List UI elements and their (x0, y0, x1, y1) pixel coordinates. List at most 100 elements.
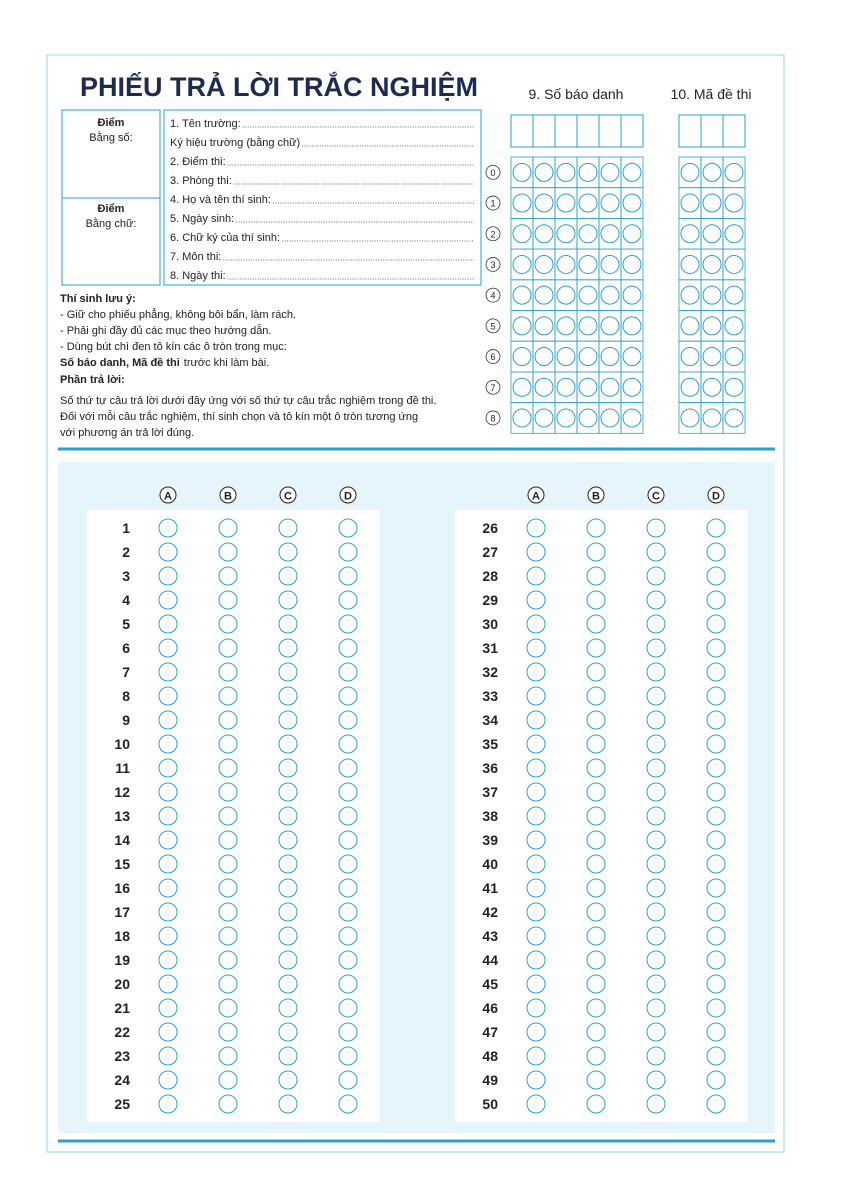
answer-bubble (338, 542, 358, 562)
bubble (724, 347, 744, 367)
answer-bubble (526, 518, 546, 538)
answer-bubble (218, 950, 238, 970)
answer-bubble (218, 1046, 238, 1066)
answer-bubble (646, 926, 666, 946)
answer-bubble (646, 950, 666, 970)
bubble (556, 162, 576, 182)
answer-bubble (158, 926, 178, 946)
answer-bubble (706, 734, 726, 754)
answer-bubble (586, 566, 606, 586)
question-number: 22 (114, 1024, 130, 1040)
question-number: 15 (114, 856, 130, 872)
bubble (534, 347, 554, 367)
bubble (578, 193, 598, 213)
answer-bubble (338, 974, 358, 994)
answer-bubble (278, 638, 298, 658)
bubble (622, 224, 642, 244)
option-marker (159, 486, 177, 504)
write-box (510, 114, 534, 148)
answer-bubble (338, 590, 358, 610)
digit-marker (485, 349, 501, 364)
question-number: 16 (114, 880, 130, 896)
answer-bubble (278, 590, 298, 610)
answer-bubble (646, 662, 666, 682)
question-number: 7 (122, 664, 130, 680)
bubble (578, 377, 598, 397)
answer-bubble (218, 998, 238, 1018)
bubble (556, 224, 576, 244)
answer-bubble (586, 638, 606, 658)
option-marker (527, 486, 545, 504)
bubble (724, 224, 744, 244)
question-number: 37 (482, 784, 498, 800)
question-number: 30 (482, 616, 498, 632)
answer-bubble (706, 998, 726, 1018)
answer-bubble (158, 1070, 178, 1090)
bubble (600, 408, 620, 428)
answer-bubble (338, 518, 358, 538)
bubble (600, 347, 620, 367)
answer-bubble (218, 662, 238, 682)
bubble (512, 377, 532, 397)
answer-bubble (218, 734, 238, 754)
question-number: 34 (482, 712, 498, 728)
digit-label: 4 (490, 291, 495, 301)
answer-bubble (338, 782, 358, 802)
score-sub: Bằng số: (89, 131, 132, 144)
answer-bubble (706, 782, 726, 802)
bubble (578, 316, 598, 336)
fields-box (163, 109, 482, 286)
answer-bubble (338, 758, 358, 778)
bubble (512, 162, 532, 182)
question-number: 2 (122, 544, 130, 560)
answer-bubble (218, 830, 238, 850)
answer-bubble (586, 998, 606, 1018)
digit-marker (485, 226, 501, 242)
option-marker (707, 486, 725, 504)
answer-bubble (278, 1070, 298, 1090)
bubble (702, 162, 722, 182)
bubble (512, 193, 532, 213)
answer-bubble (526, 830, 546, 850)
bubble (534, 254, 554, 274)
answer-bubble (526, 638, 546, 658)
answer-bubble (646, 734, 666, 754)
write-box (576, 114, 600, 148)
student-id-label: 9. Số báo danh (529, 86, 624, 102)
bubble (600, 285, 620, 305)
answer-bubble (526, 974, 546, 994)
answer-bubble (586, 758, 606, 778)
write-box (722, 114, 746, 148)
answer-bubble (706, 614, 726, 634)
digit-label: 1 (490, 199, 495, 209)
question-number: 41 (482, 880, 498, 896)
question-number: 20 (114, 976, 130, 992)
note-item: - Dùng bút chì đen tô kín các ô tròn tro… (60, 341, 287, 353)
bubble (702, 408, 722, 428)
bubble (702, 316, 722, 336)
answer-bubble (706, 830, 726, 850)
bubble (724, 254, 744, 274)
answer-bubble (586, 710, 606, 730)
answer-bubble (278, 782, 298, 802)
question-number: 45 (482, 976, 498, 992)
field-label: Ký hiệu trường (bằng chữ) (170, 136, 300, 149)
answer-instruction: với phương án trả lời đúng. (60, 427, 194, 439)
page-border (46, 54, 785, 1153)
answer-bubble (646, 566, 666, 586)
bubble (724, 377, 744, 397)
question-number: 33 (482, 688, 498, 704)
answer-bubble (278, 542, 298, 562)
answer-bubble (158, 614, 178, 634)
option-marker (647, 486, 665, 504)
answer-bubble (218, 710, 238, 730)
answer-bubble (646, 758, 666, 778)
answer-bubble (338, 806, 358, 826)
bubble (600, 254, 620, 274)
digit-label: 3 (490, 260, 495, 270)
answer-bubble (158, 830, 178, 850)
bubble (556, 316, 576, 336)
bubble (534, 316, 554, 336)
write-box (678, 114, 702, 148)
answer-bubble (218, 974, 238, 994)
